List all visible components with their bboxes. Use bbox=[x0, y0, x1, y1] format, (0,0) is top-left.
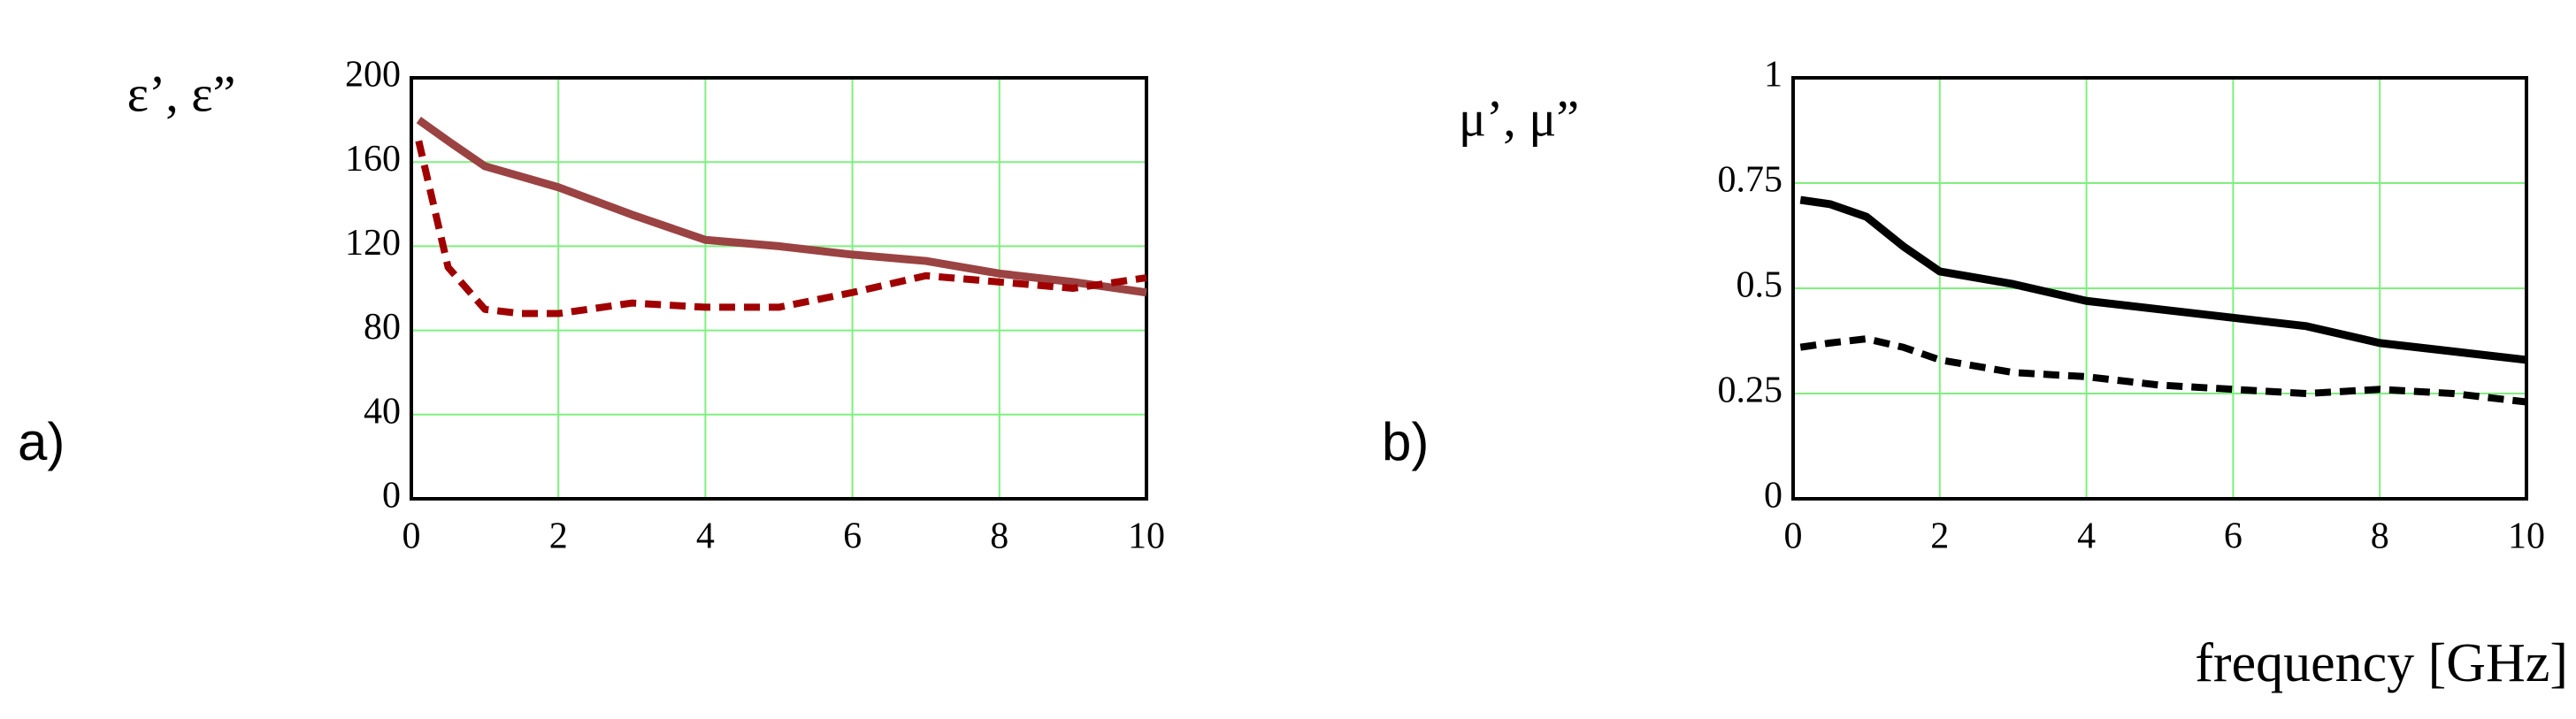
x-tick-label: 2 bbox=[1930, 516, 1949, 557]
plot-frame bbox=[1791, 76, 2528, 501]
y-tick-label: 160 bbox=[345, 139, 401, 180]
x-tick-label: 6 bbox=[2224, 516, 2242, 557]
y-axis-label: μ’, μ” bbox=[1459, 89, 1579, 147]
x-tick-label: 0 bbox=[402, 516, 421, 557]
x-tick-label: 6 bbox=[843, 516, 862, 557]
x-tick-label: 8 bbox=[2371, 516, 2389, 557]
x-tick-label: 2 bbox=[549, 516, 568, 557]
y-tick-label: 80 bbox=[364, 307, 401, 348]
x-axis-label: frequency [GHz] bbox=[2195, 633, 2568, 693]
y-tick-label: 0.75 bbox=[1718, 160, 1783, 201]
x-tick-label: 8 bbox=[990, 516, 1008, 557]
panel-label: b) bbox=[1382, 412, 1429, 471]
y-tick-label: 0 bbox=[382, 476, 401, 516]
y-tick-label: 0.25 bbox=[1718, 371, 1783, 411]
y-axis-label: ε’, ε” bbox=[127, 65, 236, 122]
y-tick-label: 120 bbox=[345, 223, 401, 264]
x-tick-label: 0 bbox=[1784, 516, 1803, 557]
plot-frame bbox=[410, 76, 1148, 501]
x-tick-label: 4 bbox=[2077, 516, 2096, 557]
x-tick-label: 10 bbox=[2508, 516, 2545, 557]
y-tick-label: 0 bbox=[1764, 476, 1782, 516]
panel-label: a) bbox=[18, 412, 65, 471]
x-tick-label: 4 bbox=[696, 516, 715, 557]
y-tick-label: 1 bbox=[1764, 55, 1782, 96]
data-line bbox=[415, 140, 1147, 317]
y-tick-label: 40 bbox=[364, 391, 401, 432]
data-line bbox=[416, 116, 1147, 297]
data-line bbox=[1799, 335, 2527, 406]
y-tick-label: 200 bbox=[345, 55, 401, 96]
data-line bbox=[1799, 195, 2527, 364]
y-tick-label: 0.5 bbox=[1736, 265, 1783, 306]
x-tick-label: 10 bbox=[1128, 516, 1165, 557]
